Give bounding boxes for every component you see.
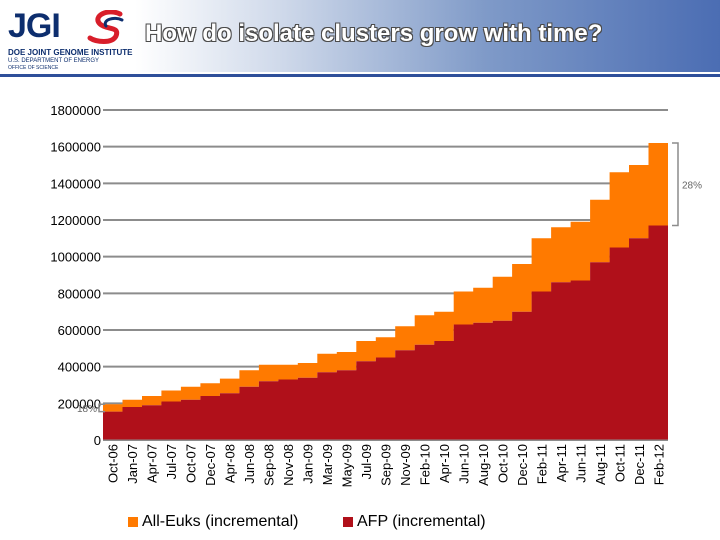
x-tick-label: Jul-09 xyxy=(359,444,374,479)
y-tick-label: 1200000 xyxy=(50,213,101,228)
y-tick-label: 1000000 xyxy=(50,250,101,265)
legend-item-all-euks: All-Euks (incremental) xyxy=(128,513,298,531)
stacked-area-chart: 0 200000 400000 600000 800000 1000000 1200000 1… xyxy=(50,103,702,487)
y-tick-label: 400000 xyxy=(58,360,101,375)
legend-swatch-all-euks xyxy=(128,517,138,527)
x-tick-label: Apr-10 xyxy=(437,444,452,483)
x-tick-label: Jan-07 xyxy=(125,444,140,484)
area-all-euks xyxy=(103,143,668,412)
x-tick-label: May-09 xyxy=(340,444,355,487)
jgi-swirl-icon xyxy=(87,10,124,44)
slide-header: JGI DOE JOINT GENOME INSTITUTE U.S. DEPA… xyxy=(0,0,720,78)
x-tick-label: Apr-07 xyxy=(145,444,160,483)
y-tick-label: 200000 xyxy=(58,396,101,411)
x-tick-label: Apr-08 xyxy=(223,444,238,483)
x-tick-label: Feb-12 xyxy=(651,444,666,485)
x-tick-label: Jun-11 xyxy=(573,444,588,483)
x-tick-label: Oct-06 xyxy=(106,444,121,483)
x-tick-label: Jun-10 xyxy=(456,444,471,484)
x-tick-label: Dec-07 xyxy=(203,444,218,486)
bracket-28pct xyxy=(672,142,679,227)
x-tick-label: Mar-09 xyxy=(320,444,335,485)
y-tick-label: 1800000 xyxy=(50,103,101,118)
x-tick-label: Jun-08 xyxy=(242,444,257,484)
x-tick-label: Sep-08 xyxy=(262,444,277,486)
logo-department: U.S. DEPARTMENT OF ENERGY xyxy=(8,58,100,64)
y-tick-label: 1600000 xyxy=(50,140,101,155)
x-tick-label: Feb-10 xyxy=(418,444,433,485)
x-tick-label: Jan-09 xyxy=(301,444,316,484)
x-tick-label: Feb-11 xyxy=(534,444,549,484)
legend-label-afp: AFP (incremental) xyxy=(357,513,486,530)
slide-title: How do isolate clusters grow with time? xyxy=(145,20,603,47)
x-tick-label: Apr-11 xyxy=(554,444,569,482)
annotation-28pct: 28% xyxy=(682,180,702,191)
annotation-18pct: 18% xyxy=(77,404,97,415)
x-tick-label: Aug-11 xyxy=(593,444,608,485)
x-tick-label: Oct-10 xyxy=(495,444,510,483)
legend-label-all-euks: All-Euks (incremental) xyxy=(142,513,299,530)
legend-item-afp: AFP (incremental) xyxy=(343,513,486,531)
logo-subtitle: DOE JOINT GENOME INSTITUTE xyxy=(8,48,133,57)
x-tick-label: Nov-08 xyxy=(281,444,296,486)
bracket-18pct xyxy=(98,403,105,413)
area-afp xyxy=(103,225,668,440)
x-tick-label: Oct-11 xyxy=(612,444,627,482)
y-tick-label: 0 xyxy=(94,433,101,448)
legend-swatch-afp xyxy=(343,517,353,527)
jgi-logo: JGI xyxy=(8,7,61,45)
y-tick-label: 600000 xyxy=(58,323,101,338)
y-tick-label: 800000 xyxy=(58,286,101,301)
header-rule xyxy=(0,74,720,77)
x-tick-label: Oct-07 xyxy=(184,444,199,483)
x-tick-label: Nov-09 xyxy=(398,444,413,486)
title-banner xyxy=(135,0,720,72)
logo-office: OFFICE OF SCIENCE xyxy=(8,65,59,71)
x-tick-label: Dec-10 xyxy=(515,444,530,486)
x-tick-label: Aug-10 xyxy=(476,444,491,486)
y-tick-label: 1400000 xyxy=(50,176,101,191)
x-tick-label: Dec-11 xyxy=(632,444,647,485)
x-tick-label: Jul-07 xyxy=(164,444,179,479)
x-tick-label: Sep-09 xyxy=(379,444,394,486)
